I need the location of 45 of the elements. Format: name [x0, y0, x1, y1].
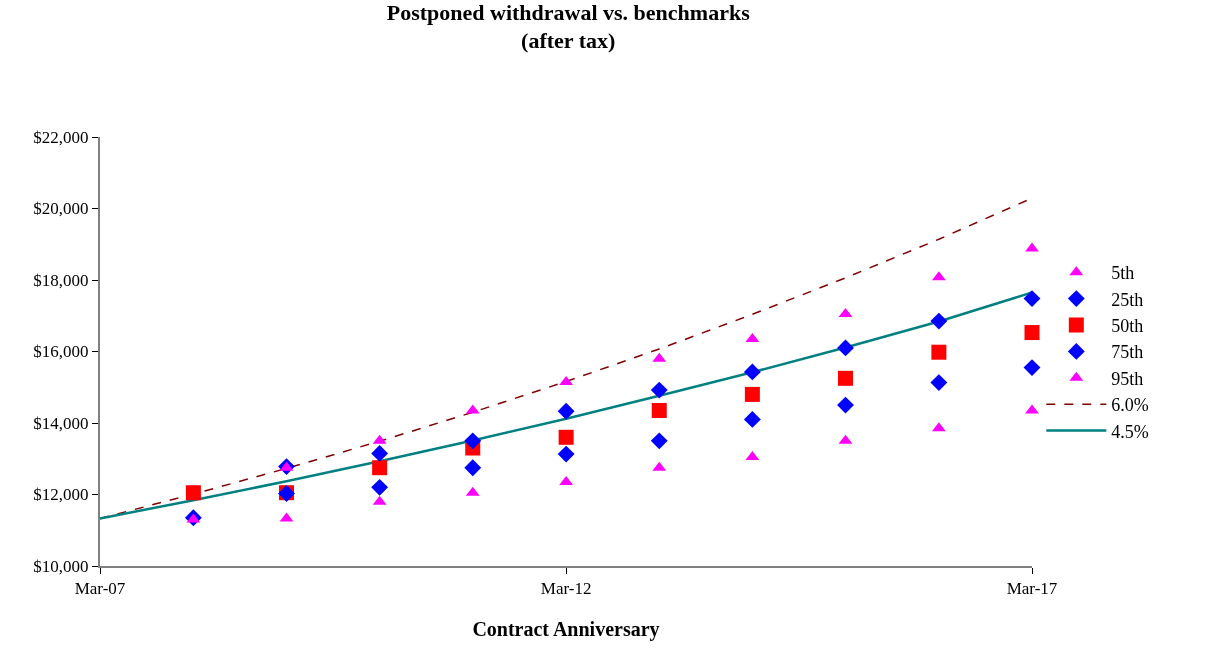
y-tick-label: $22,000 [33, 127, 89, 147]
point [1023, 359, 1041, 377]
point [464, 432, 482, 450]
y-tick-label: $16,000 [33, 342, 89, 362]
y-tick-label: $10,000 [33, 556, 89, 576]
y-tick-label: $12,000 [33, 485, 89, 505]
x-tick-label: Mar-17 [1006, 579, 1058, 599]
chart-title: Postponed withdrawal vs. benchmarks (after tax) [386, 0, 751, 54]
point [185, 485, 201, 501]
x-tick-label: Mar-12 [540, 579, 592, 599]
point [371, 478, 389, 496]
point [557, 445, 575, 463]
point [651, 402, 667, 418]
point [1025, 242, 1039, 252]
legend-label: 95th [1111, 368, 1144, 389]
legend-label: 25th [1111, 289, 1144, 310]
point [743, 363, 761, 381]
point [1023, 290, 1041, 308]
x-axis-title: Contract Anniversary [472, 618, 660, 642]
legend-label: 6.0% [1111, 395, 1149, 416]
y-tick-label: $20,000 [33, 199, 89, 219]
point [930, 312, 948, 330]
y-tick-label: $18,000 [33, 270, 89, 290]
point [650, 432, 668, 450]
point [464, 459, 482, 477]
point [837, 339, 854, 357]
point [930, 374, 948, 392]
legend-label: 50th [1111, 316, 1144, 337]
legend-label: 4.5% [1111, 421, 1149, 442]
y-tick-label: $14,000 [33, 413, 89, 433]
legend-label: 75th [1111, 342, 1144, 363]
point [371, 444, 389, 462]
point [743, 410, 761, 428]
point [650, 381, 668, 399]
point [838, 370, 853, 386]
point [372, 460, 388, 476]
point [931, 344, 947, 360]
point [744, 386, 760, 402]
x-tick-label: Mar-07 [74, 579, 126, 599]
point [837, 396, 854, 414]
point [557, 402, 575, 420]
point [558, 429, 574, 445]
point [1025, 404, 1039, 414]
legend-label: 5th [1111, 263, 1135, 284]
point [1024, 325, 1040, 341]
